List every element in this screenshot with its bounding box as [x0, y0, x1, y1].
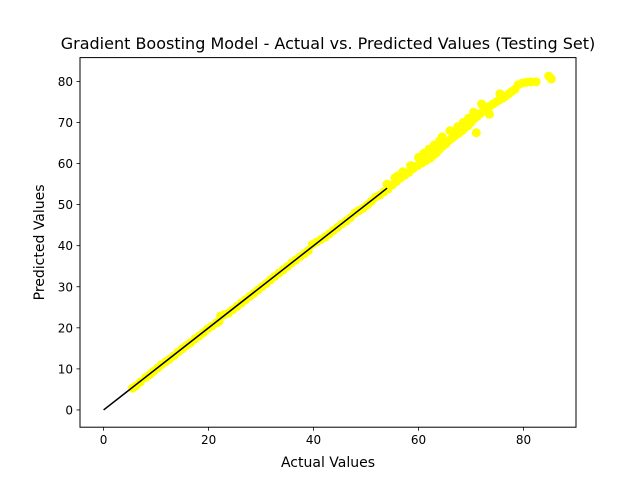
y-tick-label: 60 — [58, 157, 73, 171]
y-tick-label: 40 — [58, 239, 73, 253]
x-tick-label: 80 — [516, 433, 531, 447]
data-point — [471, 128, 481, 138]
data-point — [453, 122, 463, 132]
y-tick-label: 30 — [58, 280, 73, 294]
data-point — [406, 161, 416, 171]
reference-line — [103, 187, 388, 411]
y-tick-label: 70 — [58, 116, 73, 130]
y-tick-label: 50 — [58, 198, 73, 212]
data-point — [477, 99, 487, 109]
x-axis: 0 20 40 60 80 — [100, 427, 531, 447]
data-point — [463, 113, 473, 123]
x-axis-label: Actual Values — [281, 455, 375, 471]
data-point — [435, 136, 445, 146]
data-point — [419, 148, 429, 158]
data-point — [546, 74, 556, 84]
y-tick-label: 10 — [58, 362, 73, 376]
reference-line-layer — [103, 187, 388, 411]
data-point — [469, 107, 479, 117]
data-point — [484, 109, 494, 119]
y-axis-label: Predicted Values — [32, 184, 48, 300]
y-axis: 0 10 20 30 40 50 60 70 80 — [58, 75, 80, 417]
data-point — [390, 173, 400, 183]
x-tick-label: 0 — [100, 433, 108, 447]
data-point — [531, 77, 541, 87]
data-points — [127, 71, 556, 393]
x-tick-label: 20 — [201, 433, 216, 447]
y-tick-label: 0 — [65, 403, 73, 417]
chart-title: Gradient Boosting Model - Actual vs. Pre… — [61, 34, 596, 53]
y-tick-label: 20 — [58, 321, 73, 335]
plot-frame — [79, 57, 577, 428]
data-point — [495, 89, 505, 99]
x-tick-label: 60 — [411, 433, 426, 447]
y-tick-label: 80 — [58, 75, 73, 89]
data-point — [382, 179, 392, 189]
x-tick-label: 40 — [306, 433, 321, 447]
